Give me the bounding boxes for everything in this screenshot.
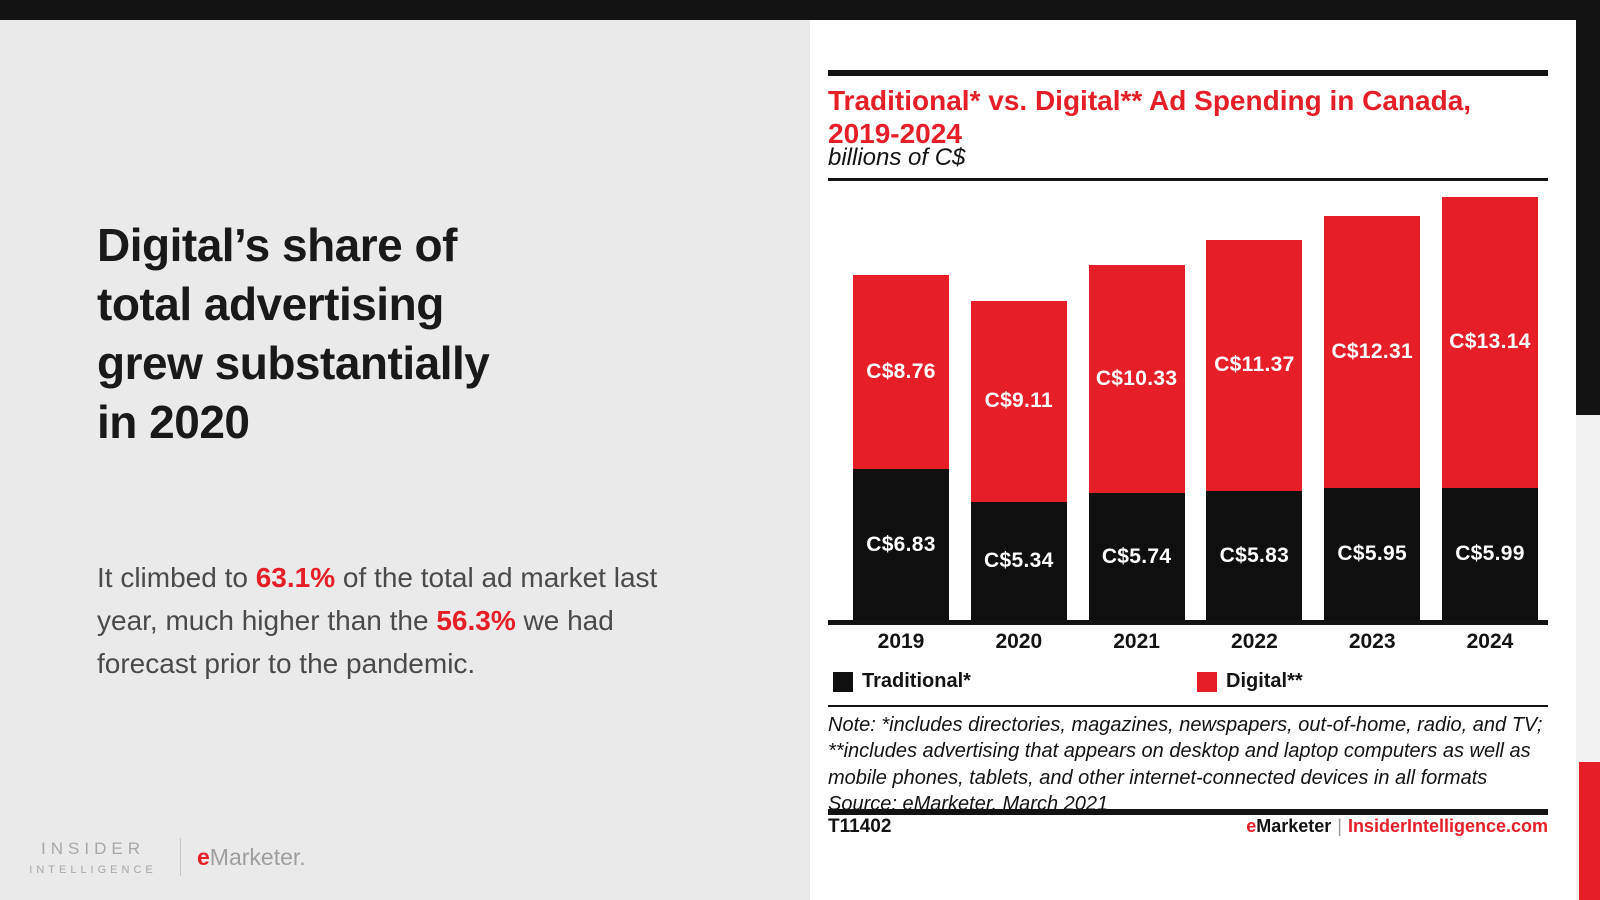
chart-title-line: Traditional* vs. Digital** Ad Spending i…: [828, 85, 1472, 116]
chart-title: Traditional* vs. Digital** Ad Spending i…: [828, 84, 1471, 150]
bar-segment-digital: C$11.37: [1206, 239, 1303, 492]
bar-segment-digital: C$10.33: [1088, 264, 1185, 494]
note-top-rule: [828, 705, 1548, 707]
x-axis-label: 2023: [1348, 630, 1396, 653]
paragraph-highlight: 56.3%: [436, 605, 516, 636]
chart-legend: Traditional* Digital**: [810, 670, 1548, 692]
legend-item: Traditional*: [833, 670, 971, 693]
x-axis-labels: 2019 2020 2021 2022 2023 2024: [853, 630, 1538, 654]
brand-logos: INSIDER INTELLIGENCE eMarketer.: [22, 838, 306, 876]
headline-line: Digital’s share of: [97, 219, 457, 271]
note-line: mobile phones, tablets, and other intern…: [828, 766, 1488, 789]
bar-segment-traditional: C$5.34: [970, 501, 1067, 620]
legend-swatch: [833, 671, 853, 692]
bar-value-label: C$5.99: [1455, 541, 1525, 565]
footer-brand: eMarketer | InsiderIntelligence.com: [1246, 816, 1548, 837]
bar-group-2020: C$9.11 C$5.34: [970, 300, 1067, 620]
paragraph-highlight: 63.1%: [255, 562, 336, 593]
bar-value-label: C$5.74: [1101, 544, 1172, 568]
bar-value-label: C$5.83: [1219, 543, 1290, 567]
legend-item: Digital**: [1197, 670, 1303, 693]
paragraph-text-segment: It climbed to: [97, 562, 256, 593]
headline: Digital’s share of total advertising grew …: [97, 216, 657, 452]
footer-site-link: InsiderIntelligence.com: [1347, 816, 1548, 836]
chart-id: T11402: [828, 816, 892, 837]
bar-segment-digital: C$12.31: [1324, 216, 1421, 489]
x-axis-label: 2024: [1466, 630, 1514, 653]
bar-segment-traditional: C$6.83: [853, 469, 949, 620]
top-accent-bar: [0, 0, 1600, 20]
footer-separator: |: [1337, 816, 1342, 836]
paragraph-text-segment: year, much higher than the: [97, 605, 437, 636]
footer-brand-rest: Marketer: [1256, 816, 1332, 836]
bar-value-label: C$8.76: [866, 360, 936, 384]
bar-value-label: C$10.33: [1095, 366, 1178, 390]
paragraph-text-segment: forecast prior to the pandemic.: [97, 648, 476, 679]
bar-group-2021: C$10.33 C$5.74: [1088, 264, 1185, 620]
footer-top-rule: [828, 809, 1548, 815]
bar-chart-plot: C$8.76 C$6.83 C$9.11 C$5.34 C$10.33 C$5.74 C$1…: [853, 195, 1538, 620]
x-axis-label: 2021: [1113, 630, 1160, 653]
emarketer-logo-rest: Marketer.: [209, 843, 306, 870]
title-top-rule: [828, 70, 1548, 76]
chart-title-line: 2019-2024: [828, 118, 962, 149]
x-axis-label: 2022: [1231, 630, 1278, 653]
bar-segment-digital: C$13.14: [1441, 197, 1538, 488]
x-axis-line: [828, 620, 1548, 625]
insider-logo-line2: INTELLIGENCE: [29, 863, 157, 876]
bar-value-label: C$5.95: [1337, 542, 1407, 566]
legend-swatch: [1197, 671, 1217, 692]
headline-line: in 2020: [97, 396, 250, 448]
bar-segment-traditional: C$5.99: [1441, 487, 1538, 620]
chart-card: Traditional* vs. Digital** Ad Spending i…: [810, 20, 1576, 900]
right-black-strip: [1576, 0, 1600, 415]
note-line: Note: *includes directories, magazines, …: [828, 714, 1543, 736]
bar-value-label: C$13.14: [1449, 330, 1531, 354]
note-line: **includes advertising that appears on d…: [828, 740, 1531, 763]
emarketer-logo: eMarketer.: [197, 844, 306, 871]
chart-footer: T11402 eMarketer | InsiderIntelligence.com: [828, 816, 1548, 838]
chart-subtitle: billions of C$: [828, 144, 966, 171]
bar-value-label: C$11.37: [1214, 353, 1295, 377]
title-bottom-rule: [828, 178, 1548, 181]
insider-logo-line1: INSIDER: [41, 838, 145, 858]
bar-value-label: C$5.34: [984, 548, 1054, 572]
paragraph-text-segment: of the total ad market last: [335, 562, 658, 593]
emarketer-logo-e: e: [197, 843, 210, 870]
insider-intelligence-logo: INSIDER INTELLIGENCE: [22, 839, 164, 876]
legend-label: Digital**: [1226, 670, 1303, 692]
headline-line: total advertising: [97, 278, 444, 330]
bar-segment-traditional: C$5.95: [1324, 488, 1421, 620]
bar-group-2023: C$12.31 C$5.95: [1324, 216, 1421, 620]
bar-segment-digital: C$8.76: [853, 275, 949, 469]
bar-segment-traditional: C$5.74: [1088, 493, 1185, 620]
footer-brand-e: e: [1246, 816, 1257, 836]
bar-segment-traditional: C$5.83: [1206, 491, 1303, 620]
left-panel: Digital’s share of total advertising grew …: [0, 20, 810, 900]
bar-value-label: C$9.11: [984, 389, 1053, 413]
bar-segment-digital: C$9.11: [970, 300, 1067, 502]
x-axis-label: 2020: [995, 630, 1043, 653]
summary-paragraph: It climbed to 63.1% of the total ad mark…: [97, 556, 737, 685]
paragraph-text-segment: we had: [515, 605, 614, 636]
logo-divider: [180, 838, 181, 876]
right-red-strip: [1579, 762, 1600, 900]
bar-value-label: C$6.83: [866, 532, 936, 556]
bar-group-2022: C$11.37 C$5.83: [1206, 239, 1303, 620]
chart-note: Note: *includes directories, magazines, …: [828, 712, 1542, 817]
headline-line: grew substantially: [97, 337, 490, 389]
legend-label: Traditional*: [862, 670, 971, 692]
bar-value-label: C$12.31: [1331, 340, 1413, 364]
bar-group-2024: C$13.14 C$5.99: [1441, 197, 1538, 620]
x-axis-label: 2019: [877, 630, 925, 653]
bar-group-2019: C$8.76 C$6.83: [853, 275, 949, 620]
